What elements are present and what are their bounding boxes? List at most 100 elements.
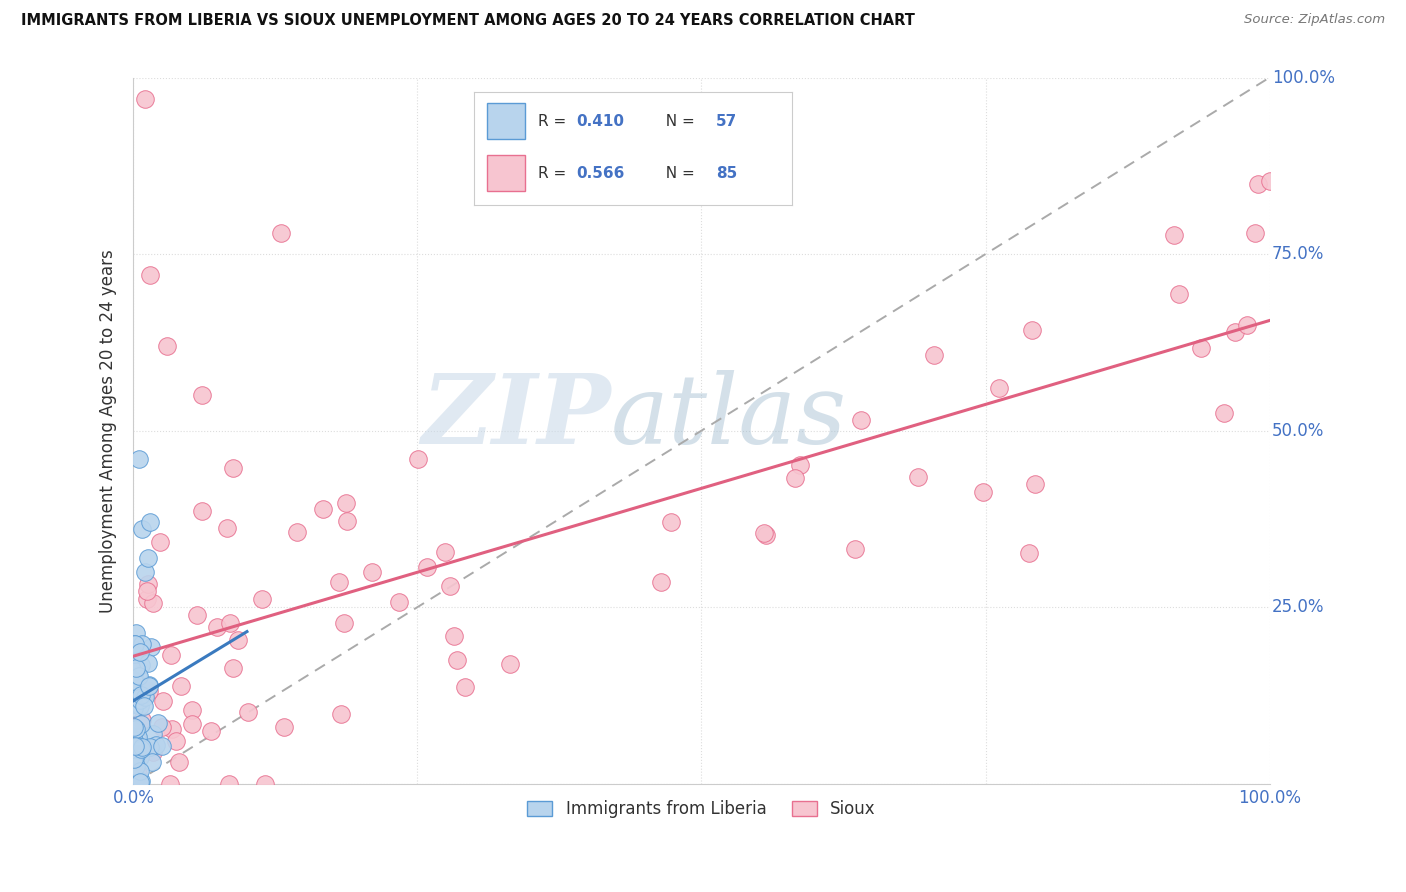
Point xyxy=(200,724,222,739)
Point xyxy=(124,700,146,714)
Point xyxy=(270,226,292,240)
Point xyxy=(783,471,806,485)
Point xyxy=(499,657,522,672)
Point xyxy=(124,771,146,785)
Point xyxy=(311,501,333,516)
Point xyxy=(131,716,153,731)
Point xyxy=(145,738,167,752)
Point xyxy=(659,516,682,530)
Text: 100.0%: 100.0% xyxy=(1272,69,1334,87)
Point xyxy=(335,496,357,510)
Point xyxy=(138,684,160,698)
Y-axis label: Unemployment Among Ages 20 to 24 years: Unemployment Among Ages 20 to 24 years xyxy=(100,249,117,613)
Point xyxy=(125,759,148,773)
Point xyxy=(150,739,173,753)
Point xyxy=(125,742,148,756)
Point xyxy=(142,726,165,740)
Point xyxy=(160,648,183,662)
Point xyxy=(1018,546,1040,560)
Point xyxy=(972,485,994,500)
Point xyxy=(250,591,273,606)
Point xyxy=(170,679,193,693)
Point xyxy=(1247,178,1270,192)
Point xyxy=(125,625,148,640)
Point xyxy=(124,664,146,678)
Point xyxy=(218,777,240,791)
Point xyxy=(138,678,160,692)
Point xyxy=(124,674,146,689)
Point xyxy=(755,527,778,541)
Point xyxy=(127,739,149,754)
Point xyxy=(165,734,187,748)
Point xyxy=(285,524,308,539)
Point xyxy=(138,679,160,693)
Point xyxy=(139,268,162,283)
Point xyxy=(1213,405,1236,419)
Point xyxy=(136,577,159,591)
Point xyxy=(159,777,181,791)
Point xyxy=(416,560,439,574)
Point xyxy=(129,689,152,703)
Point xyxy=(226,632,249,647)
Point xyxy=(131,523,153,537)
Point xyxy=(205,620,228,634)
Point xyxy=(922,348,945,362)
Point xyxy=(454,680,477,694)
Point xyxy=(129,764,152,778)
Point xyxy=(122,733,145,747)
Legend: Immigrants from Liberia, Sioux: Immigrants from Liberia, Sioux xyxy=(520,794,882,825)
Point xyxy=(221,461,243,475)
Point xyxy=(131,713,153,727)
Point xyxy=(1021,323,1043,337)
Point xyxy=(1024,477,1046,491)
Point xyxy=(446,653,468,667)
Point xyxy=(156,339,179,353)
Point xyxy=(849,412,872,426)
Point xyxy=(149,534,172,549)
Point xyxy=(128,669,150,683)
Point xyxy=(236,706,259,720)
Point xyxy=(134,690,156,705)
Point xyxy=(217,521,239,535)
Point xyxy=(1244,226,1267,240)
Point xyxy=(142,745,165,759)
Point xyxy=(128,777,150,791)
Point xyxy=(328,574,350,589)
Point xyxy=(152,694,174,708)
Point xyxy=(139,516,162,530)
Point xyxy=(218,616,240,631)
Point xyxy=(361,565,384,579)
Text: 75.0%: 75.0% xyxy=(1272,245,1324,263)
Point xyxy=(127,730,149,744)
Point xyxy=(142,596,165,610)
Point xyxy=(135,592,157,607)
Point xyxy=(406,452,429,467)
Point xyxy=(844,541,866,556)
Point xyxy=(124,777,146,791)
Point xyxy=(146,715,169,730)
Point xyxy=(124,637,146,651)
Point xyxy=(122,647,145,661)
Point xyxy=(127,767,149,781)
Point xyxy=(131,637,153,651)
Point xyxy=(122,698,145,712)
Point xyxy=(336,515,359,529)
Point xyxy=(139,640,162,655)
Point xyxy=(181,703,204,717)
Point xyxy=(987,381,1010,395)
Point xyxy=(191,503,214,517)
Point xyxy=(125,747,148,762)
Point xyxy=(1236,318,1258,332)
Point xyxy=(789,458,811,472)
Point xyxy=(181,717,204,731)
Point xyxy=(1258,174,1281,188)
Point xyxy=(124,739,146,753)
Point xyxy=(122,752,145,766)
Point xyxy=(150,720,173,734)
Point xyxy=(129,658,152,673)
Text: IMMIGRANTS FROM LIBERIA VS SIOUX UNEMPLOYMENT AMONG AGES 20 TO 24 YEARS CORRELAT: IMMIGRANTS FROM LIBERIA VS SIOUX UNEMPLO… xyxy=(21,13,915,29)
Point xyxy=(128,775,150,789)
Point xyxy=(190,388,212,402)
Point xyxy=(160,722,183,736)
Point xyxy=(134,698,156,713)
